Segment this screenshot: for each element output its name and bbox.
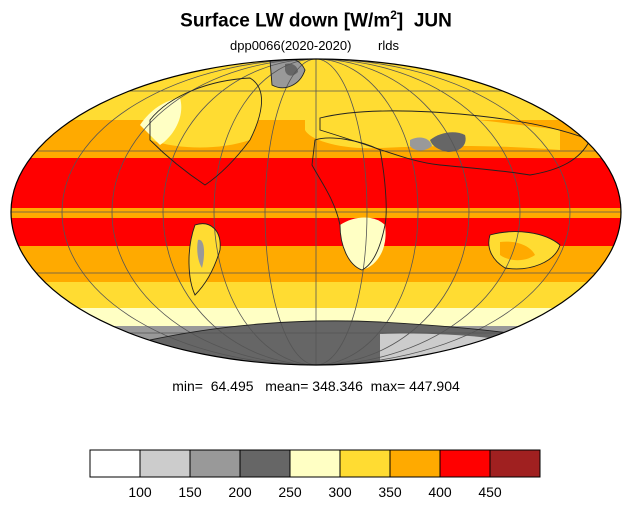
experiment-label: dpp0066(2020-2020): [230, 38, 352, 53]
colorbar-swatch: [389, 449, 441, 478]
colorbar-swatch: [139, 449, 191, 478]
coast-north-america: [149, 77, 262, 186]
field-statistics: min= 64.495 mean= 348.346 max= 447.904: [172, 378, 460, 394]
meridian-150: [61, 59, 571, 365]
title-superscript: 2: [390, 8, 397, 22]
coast-south-america: [188, 223, 221, 296]
colorbar-swatch: [189, 449, 241, 478]
plot-title: Surface LW down [W/m2] JUN: [0, 8, 632, 32]
meridian-30: [264, 59, 368, 365]
coast-greenland: [269, 59, 306, 89]
colorbar-tick-label: 350: [378, 484, 402, 500]
colorbar-swatch: [89, 449, 141, 478]
colorbar-tick-label: 450: [478, 484, 502, 500]
colorbar-swatch: [439, 449, 491, 478]
title-month: JUN: [413, 10, 452, 32]
colorbar-swatch: [289, 449, 341, 478]
map-border: [10, 58, 622, 366]
colorbar-tick-label: 100: [128, 484, 152, 500]
graticule: [11, 59, 621, 365]
title-bracket: ]: [396, 10, 404, 32]
colorbar-swatch: [489, 449, 541, 478]
colorbar-tick-label: 400: [428, 484, 452, 500]
south-america-land: [188, 223, 221, 295]
himalaya-cold: [410, 137, 432, 151]
colorbar: 100 150 200 250 300 350 400 450: [89, 449, 541, 500]
colorbar-swatch: [239, 449, 291, 478]
meridian-90: [162, 59, 470, 365]
meridian-60: [213, 59, 419, 365]
andes-cold: [197, 239, 205, 268]
coast-australia: [488, 231, 561, 270]
colorbar-swatch: [339, 449, 391, 478]
meridian-120: [111, 59, 521, 365]
colorbar-tick-label: 250: [278, 484, 302, 500]
colorbar-tick-label: 150: [178, 484, 202, 500]
title-text: Surface LW down [W/m: [180, 10, 391, 32]
australia-interior: [500, 241, 535, 261]
tibet-plateau: [430, 132, 466, 152]
colorbar-tick-label: 200: [228, 484, 252, 500]
coast-eurasia: [319, 110, 591, 176]
colorbar-tick-label: 300: [328, 484, 352, 500]
north-america-land: [150, 78, 262, 148]
variable-label: rlds: [378, 38, 399, 53]
antarctica-plateau: [380, 333, 530, 365]
